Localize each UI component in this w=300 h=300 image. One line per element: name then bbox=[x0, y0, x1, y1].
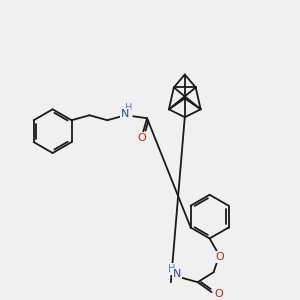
Text: N: N bbox=[121, 109, 129, 119]
Text: H: H bbox=[168, 264, 175, 274]
Text: O: O bbox=[215, 252, 224, 262]
Text: O: O bbox=[138, 133, 146, 143]
Text: H: H bbox=[125, 103, 133, 113]
Text: N: N bbox=[172, 269, 181, 279]
Text: O: O bbox=[214, 289, 223, 299]
